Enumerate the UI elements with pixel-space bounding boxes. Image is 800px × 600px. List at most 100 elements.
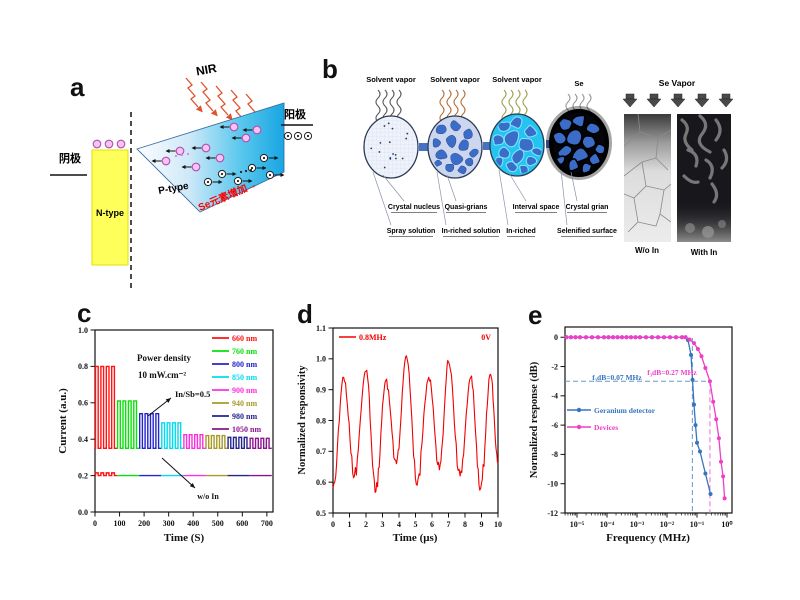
stage1-bottom-label: Spray solution (387, 228, 436, 235)
f3db-magenta-annotation: f₃dB=0.27 MHz (647, 368, 697, 377)
vapor-label-2: Solvent vapor (430, 75, 480, 84)
data-marker (680, 335, 684, 340)
data-marker (615, 335, 620, 340)
data-marker (590, 335, 594, 340)
stage-selenified: Se Crystal grian Selenified surface (546, 79, 617, 237)
legend-label: 850 nm (232, 373, 257, 382)
y-axis-title: Normalized responsivity (297, 365, 308, 475)
micrograph-without-in (624, 114, 671, 242)
data-marker (596, 335, 600, 340)
y-tick-label: -10 (547, 480, 558, 489)
stage2-bottom-label: In-riched solution (442, 228, 501, 235)
y-tick-label: -4 (551, 392, 558, 401)
data-marker (573, 335, 578, 340)
y-tick-label: -6 (551, 421, 558, 430)
x-tick-label: 600 (236, 519, 248, 528)
legend-marker (576, 424, 582, 430)
x-tick-label: 10 (494, 520, 502, 529)
panel-b: b Solvent vapor Crystal nucleus Spray so… (322, 54, 734, 257)
x-tick-label: 6 (430, 520, 434, 529)
label-wo-in: W/o In (635, 246, 659, 255)
x-axis-title: Frequency (MHz) (606, 532, 690, 544)
legend-label: 980 nm (232, 412, 257, 421)
stage1-top-label: Crystal nucleus (388, 204, 440, 211)
data-marker (656, 335, 660, 340)
data-marker (569, 335, 573, 340)
bottom-glow (677, 200, 731, 242)
n-type-region (91, 149, 129, 266)
data-marker (624, 335, 629, 340)
chart-frequency-response: 10⁻⁵ 10⁻⁴ 10⁻³ 10⁻² 10⁻¹ 10⁰ 0 -2 -4 -6 -8 -10 -12 Fr… (529, 326, 733, 544)
pulse-trace-940nm (205, 434, 228, 449)
y-tick-label: 0.0 (78, 508, 88, 517)
legend-label: 900 nm (232, 386, 257, 395)
data-marker (674, 335, 678, 340)
legend-label: 940 nm (232, 399, 257, 408)
data-marker (703, 471, 708, 476)
y-tick-label: 1.0 (78, 326, 88, 335)
x-tick-label: 0 (93, 519, 97, 528)
data-marker (693, 423, 698, 428)
x-tick-label: 300 (163, 519, 175, 528)
data-marker (716, 436, 721, 441)
n-type-label: N-type (96, 208, 124, 218)
x-tick-label: 9 (480, 520, 484, 529)
data-marker (719, 459, 723, 464)
data-marker (602, 335, 606, 340)
panel-a-letter: a (70, 72, 85, 102)
data-marker (650, 335, 654, 340)
data-marker (714, 417, 719, 422)
p-type-label: P-type (157, 181, 189, 197)
x-tick-label: 4 (397, 520, 401, 529)
se-vapor-arrows (622, 93, 734, 108)
pulse-trace-900nm (183, 433, 206, 449)
panel-b-letter: b (322, 54, 338, 84)
panel-a: a NIR 阴极 N-type P-type Se元素增加→ 阳极 (50, 61, 313, 290)
x-tick-label: 10⁻⁴ (600, 520, 615, 529)
legend-label: Devices (594, 423, 618, 432)
data-marker (721, 474, 726, 479)
data-marker (638, 335, 642, 340)
y-axis-title: Normalized response (dB) (529, 361, 540, 478)
pulse-trace-850nm (161, 422, 184, 449)
data-marker (711, 399, 716, 404)
data-marker (584, 335, 588, 340)
pulse-trace-980nm (227, 436, 250, 449)
response-curve-0 (566, 336, 712, 495)
vapor-label-1: Solvent vapor (366, 75, 416, 84)
data-marker (695, 346, 700, 351)
data-marker (695, 440, 699, 445)
y-tick-label: 0.5 (316, 509, 326, 518)
data-marker (668, 335, 672, 340)
x-tick-label: 1 (348, 520, 352, 529)
panel-c-letter: c (77, 298, 91, 328)
y-tick-label: 0.6 (316, 478, 326, 487)
data-marker (629, 335, 633, 340)
x-tick-label: 8 (463, 520, 467, 529)
anode-electrons (283, 131, 313, 141)
data-marker (722, 496, 727, 501)
crystal-grain-blobs (553, 114, 605, 173)
grain-boundaries (624, 114, 671, 233)
data-marker (578, 335, 582, 340)
legend-label: 760 nm (232, 347, 257, 356)
anode-label: 阳极 (284, 107, 307, 121)
f3db-blue-annotation: f₃dB=0.07 MHz (592, 373, 642, 382)
crystal-nuclei-dots (370, 122, 409, 169)
x-tick-label: 3 (381, 520, 385, 529)
y-tick-label: 0.6 (78, 399, 88, 408)
x-tick-label: 7 (447, 520, 451, 529)
data-marker (611, 335, 615, 340)
data-marker (644, 335, 648, 340)
x-tick-label: 5 (414, 520, 418, 529)
vapor-label-3: Solvent vapor (492, 75, 542, 84)
legend-marker (576, 407, 582, 413)
chart-current-vs-time: 0 100 200 300 400 500 600 700 0.0 0.2 0.4 0.6 0.8 1.0… (57, 326, 274, 544)
data-marker (707, 379, 712, 384)
y-tick-label: 0.8 (316, 416, 326, 425)
pulse-trace-800nm (138, 413, 162, 449)
legend-label: 1050 nm (232, 425, 261, 434)
x-tick-label: 0 (331, 520, 335, 529)
